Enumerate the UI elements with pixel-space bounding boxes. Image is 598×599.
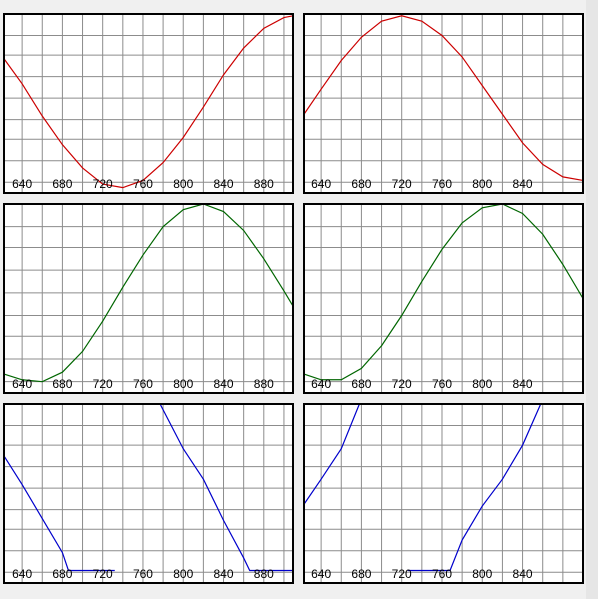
- x-tick-label: 880: [254, 377, 274, 391]
- x-tick-label: 800: [472, 377, 492, 391]
- data-line: [3, 203, 294, 383]
- data-line: [303, 15, 584, 182]
- panel-border: [303, 403, 584, 584]
- x-tick-label: 720: [93, 377, 113, 391]
- x-tick-label: 680: [52, 567, 72, 581]
- x-tick-label: 840: [513, 567, 533, 581]
- x-tick-label: 720: [93, 567, 113, 581]
- x-tick-label: 640: [12, 377, 32, 391]
- x-tick-label: 800: [472, 177, 492, 191]
- panel-border: [3, 403, 294, 584]
- x-tick-label: 800: [173, 177, 193, 191]
- plot-area: [304, 204, 583, 393]
- chart-panel: 640 680 720 760 800 840: [303, 203, 584, 394]
- plot-area: [304, 404, 583, 583]
- plot-area: [304, 14, 583, 193]
- panel-border: [3, 203, 294, 394]
- panel-border: [3, 13, 294, 194]
- chart-panel: 640 680 720 760 800 840: [303, 13, 584, 194]
- chart-panel: 640 680 720 760 800 840: [303, 403, 584, 584]
- data-line: [303, 203, 584, 381]
- x-tick-label: 800: [173, 567, 193, 581]
- x-tick-label: 680: [351, 377, 371, 391]
- x-tick-label: 720: [93, 177, 113, 191]
- x-tick-label: 680: [351, 177, 371, 191]
- plot-area: [4, 204, 293, 393]
- chart-panel: 640 680 720 760 800 840 880: [3, 403, 294, 584]
- x-tick-label: 680: [52, 377, 72, 391]
- x-tick-label: 760: [133, 177, 153, 191]
- x-tick-label: 640: [311, 377, 331, 391]
- x-tick-label: 720: [392, 177, 412, 191]
- x-tick-label: 720: [392, 567, 412, 581]
- x-tick-label: 840: [214, 567, 234, 581]
- x-tick-label: 640: [12, 567, 32, 581]
- x-tick-label: 760: [133, 377, 153, 391]
- x-tick-label: 800: [173, 377, 193, 391]
- x-tick-label: 680: [351, 567, 371, 581]
- x-tick-label: 840: [214, 177, 234, 191]
- panel-border: [303, 13, 584, 194]
- x-tick-label: 640: [311, 567, 331, 581]
- x-tick-label: 760: [133, 567, 153, 581]
- x-tick-label: 640: [12, 177, 32, 191]
- x-tick-label: 640: [311, 177, 331, 191]
- x-tick-label: 840: [513, 377, 533, 391]
- x-tick-label: 760: [432, 377, 452, 391]
- x-tick-label: 840: [214, 377, 234, 391]
- plot-area: [4, 404, 293, 583]
- x-tick-label: 880: [254, 177, 274, 191]
- panel-border: [303, 203, 584, 394]
- plot-area: [4, 14, 293, 193]
- chart-panel: 640 680 720 760 800 840 880: [3, 13, 294, 194]
- x-tick-label: 720: [392, 377, 412, 391]
- data-line: [3, 15, 294, 189]
- x-tick-label: 840: [513, 177, 533, 191]
- x-tick-label: 760: [432, 567, 452, 581]
- x-tick-label: 680: [52, 177, 72, 191]
- scrollbar: [586, 0, 598, 599]
- x-tick-label: 880: [254, 567, 274, 581]
- x-tick-label: 760: [432, 177, 452, 191]
- chart-panel: 640 680 720 760 800 840 880: [3, 203, 294, 394]
- x-tick-label: 800: [472, 567, 492, 581]
